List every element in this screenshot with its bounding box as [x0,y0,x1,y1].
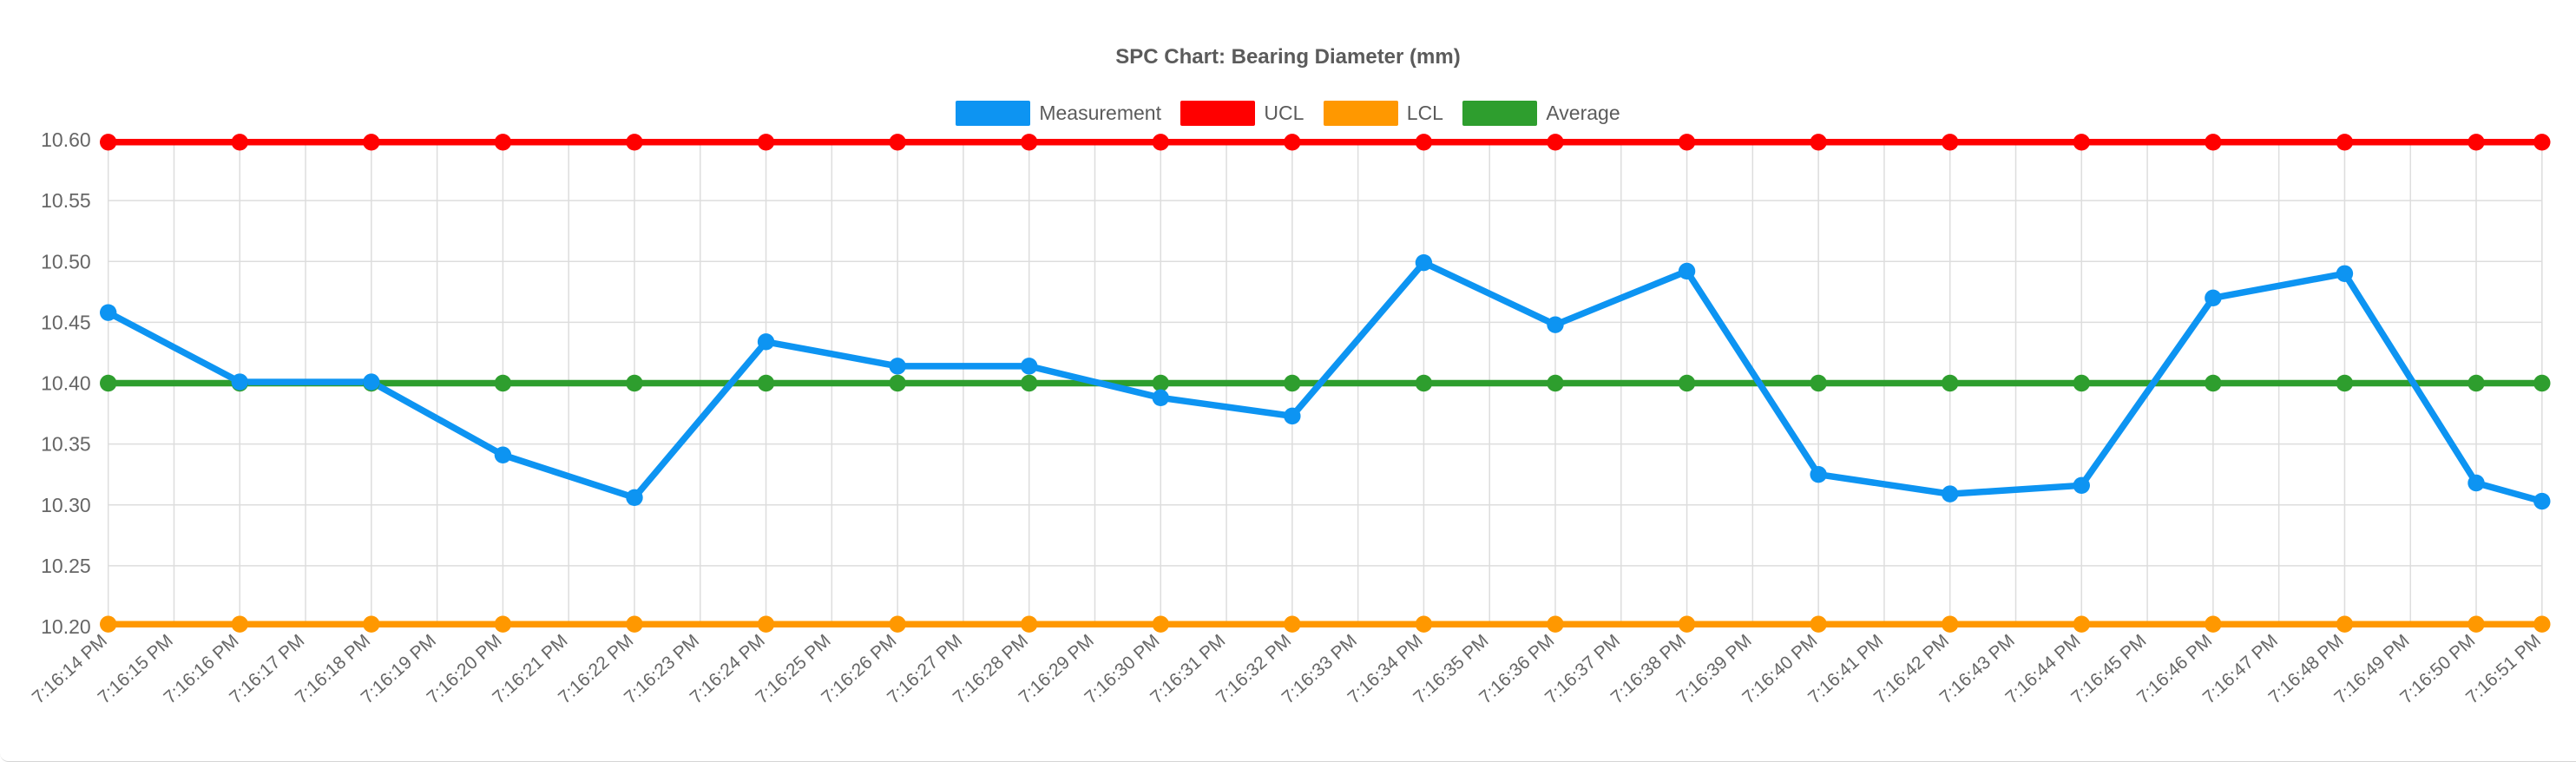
svg-text:10.35: 10.35 [41,433,91,456]
svg-text:10.20: 10.20 [41,615,91,638]
svg-text:10.30: 10.30 [41,494,91,516]
svg-text:10.25: 10.25 [41,555,91,577]
svg-text:10.45: 10.45 [41,311,91,333]
svg-text:10.55: 10.55 [41,189,91,212]
svg-text:10.60: 10.60 [41,128,91,151]
svg-text:10.50: 10.50 [41,250,91,273]
svg-text:10.40: 10.40 [41,372,91,395]
